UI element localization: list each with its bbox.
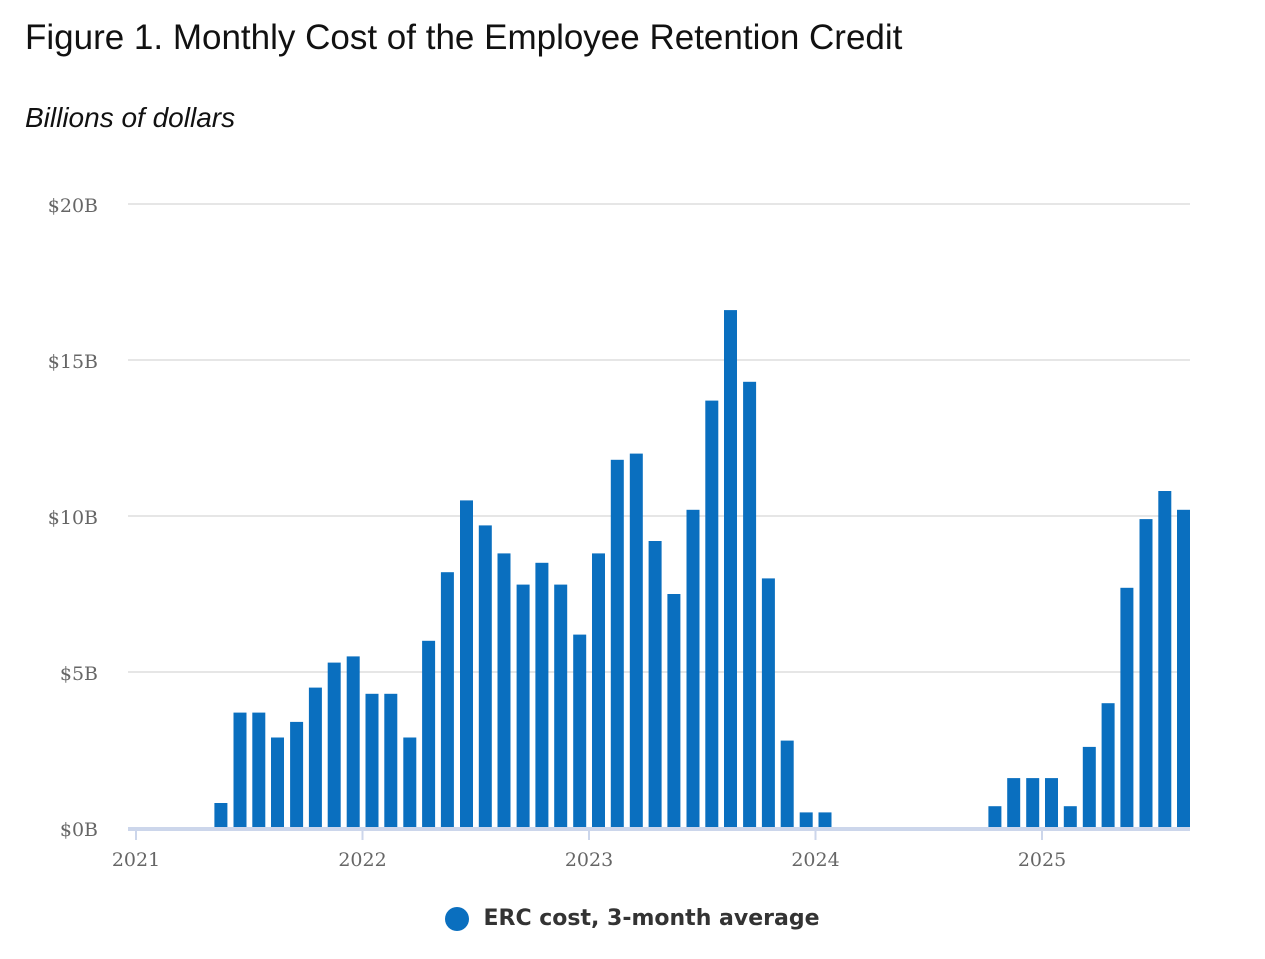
x-tick-label: 2023 xyxy=(565,849,613,871)
bar[interactable] xyxy=(346,656,360,828)
bar[interactable] xyxy=(403,737,417,829)
bar[interactable] xyxy=(1101,703,1115,828)
bar[interactable] xyxy=(290,721,304,828)
y-tick-label: $10B xyxy=(48,507,98,529)
y-tick-label: $15B xyxy=(48,351,98,373)
bar[interactable] xyxy=(1139,519,1153,828)
legend[interactable]: ERC cost, 3-month average xyxy=(0,906,1265,931)
bar[interactable] xyxy=(460,500,473,828)
legend-label: ERC cost, 3-month average xyxy=(483,906,820,931)
bar[interactable] xyxy=(1063,806,1077,828)
y-tick-label: $5B xyxy=(60,663,98,685)
bar[interactable] xyxy=(818,812,832,828)
bar[interactable] xyxy=(554,584,568,828)
bar[interactable] xyxy=(705,400,719,828)
bar[interactable] xyxy=(384,693,398,828)
bar[interactable] xyxy=(686,509,700,828)
y-tick-label: $0B xyxy=(60,819,98,841)
bar[interactable] xyxy=(988,806,1002,828)
bar[interactable] xyxy=(422,640,436,828)
bar[interactable] xyxy=(1045,778,1058,828)
bar[interactable] xyxy=(535,562,549,828)
bar[interactable] xyxy=(365,693,379,828)
bar[interactable] xyxy=(667,594,681,828)
bar[interactable] xyxy=(1007,778,1021,828)
bar[interactable] xyxy=(214,803,228,828)
bar[interactable] xyxy=(724,310,737,829)
bar[interactable] xyxy=(799,812,813,828)
bar[interactable] xyxy=(780,740,794,828)
x-tick-label: 2021 xyxy=(112,849,160,871)
bar[interactable] xyxy=(308,687,322,828)
x-axis: 2021 2022 2023 2024 2025 xyxy=(112,827,1190,871)
bar[interactable] xyxy=(743,381,757,828)
bar[interactable] xyxy=(573,634,587,828)
chart-title: Figure 1. Monthly Cost of the Employee R… xyxy=(25,18,903,57)
y-tick-label: $20B xyxy=(48,195,98,217)
bar-chart: $0B $5B $10B $15B $20B 2021 2022 2023 2024 2025 xyxy=(48,195,1190,871)
x-tick-label: 2024 xyxy=(791,849,839,871)
bar[interactable] xyxy=(497,553,511,828)
y-axis-labels: $0B $5B $10B $15B $20B xyxy=(48,195,98,841)
x-tick-label: 2022 xyxy=(338,849,386,871)
bar[interactable] xyxy=(648,541,662,828)
bar[interactable] xyxy=(1026,778,1040,828)
bars xyxy=(214,310,1190,829)
bar[interactable] xyxy=(1177,509,1190,828)
bar[interactable] xyxy=(761,578,775,828)
x-tick-label: 2025 xyxy=(1018,849,1066,871)
bar[interactable] xyxy=(1158,491,1172,828)
bar[interactable] xyxy=(327,662,341,828)
bar[interactable] xyxy=(629,453,643,828)
bar[interactable] xyxy=(478,525,492,828)
bar[interactable] xyxy=(233,712,247,828)
bar[interactable] xyxy=(440,572,454,828)
chart-subtitle: Billions of dollars xyxy=(25,102,236,133)
bar[interactable] xyxy=(592,553,605,828)
circle-marker-icon xyxy=(445,906,470,931)
bar[interactable] xyxy=(1120,587,1134,828)
bar[interactable] xyxy=(271,737,284,829)
bar[interactable] xyxy=(252,712,266,828)
bar[interactable] xyxy=(516,584,530,828)
bar[interactable] xyxy=(610,459,624,828)
bar[interactable] xyxy=(1082,746,1096,828)
